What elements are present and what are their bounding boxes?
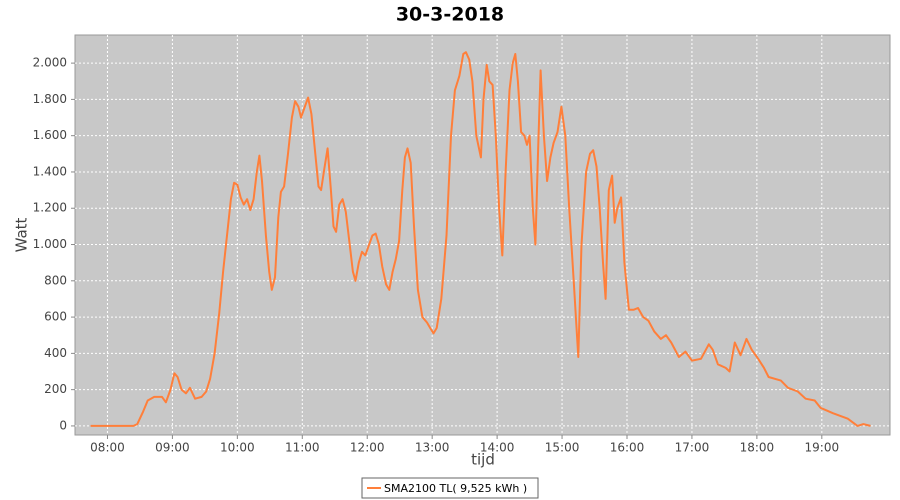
x-tick-label: 19:00 [805, 441, 840, 455]
y-tick-label: 1.400 [33, 164, 67, 178]
x-tick-label: 08:00 [90, 441, 125, 455]
y-tick-label: 2.000 [33, 56, 67, 70]
chart-title: 30-3-2018 [396, 4, 504, 26]
x-tick-label: 16:00 [610, 441, 645, 455]
x-tick-label: 17:00 [675, 441, 710, 455]
x-tick-label: 18:00 [740, 441, 775, 455]
legend-box [361, 477, 539, 499]
x-tick-label: 11:00 [285, 441, 320, 455]
y-tick-label: 1.200 [33, 201, 67, 215]
y-tick-label: 800 [44, 273, 67, 287]
y-tick-label: 1.600 [33, 128, 67, 142]
x-tick-label: 15:00 [545, 441, 580, 455]
x-tick-label: 09:00 [155, 441, 190, 455]
plot-area [74, 34, 891, 436]
x-axis-label: tijd [471, 451, 495, 469]
y-tick-label: 200 [44, 382, 67, 396]
x-tick-label: 12:00 [350, 441, 385, 455]
x-tick-label: 14:00 [480, 441, 515, 455]
y-tick-label: 1.000 [33, 237, 67, 251]
y-tick-label: 600 [44, 310, 67, 324]
y-tick-label: 400 [44, 346, 67, 360]
y-tick-label: 1.800 [33, 92, 67, 106]
series-line [90, 51, 871, 427]
y-axis-label: Watt [13, 217, 31, 252]
y-tick-label: 0 [59, 418, 67, 432]
x-tick-label: 10:00 [220, 441, 255, 455]
legend-label: SMA2100 TL( 9,525 kWh ) [384, 482, 527, 495]
x-tick-label: 13:00 [415, 441, 450, 455]
